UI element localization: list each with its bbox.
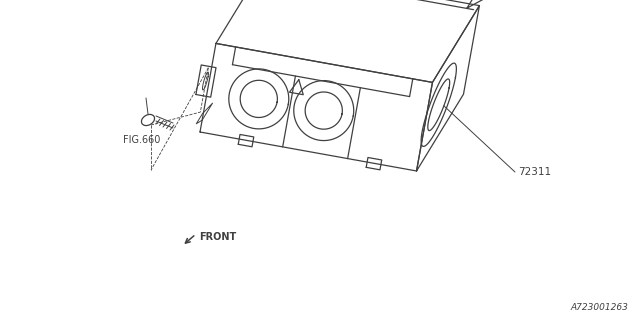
Text: A723001263: A723001263 <box>570 303 628 312</box>
Text: 72311: 72311 <box>518 167 551 177</box>
Text: FRONT: FRONT <box>199 232 236 242</box>
Text: FIG.660: FIG.660 <box>123 135 161 145</box>
